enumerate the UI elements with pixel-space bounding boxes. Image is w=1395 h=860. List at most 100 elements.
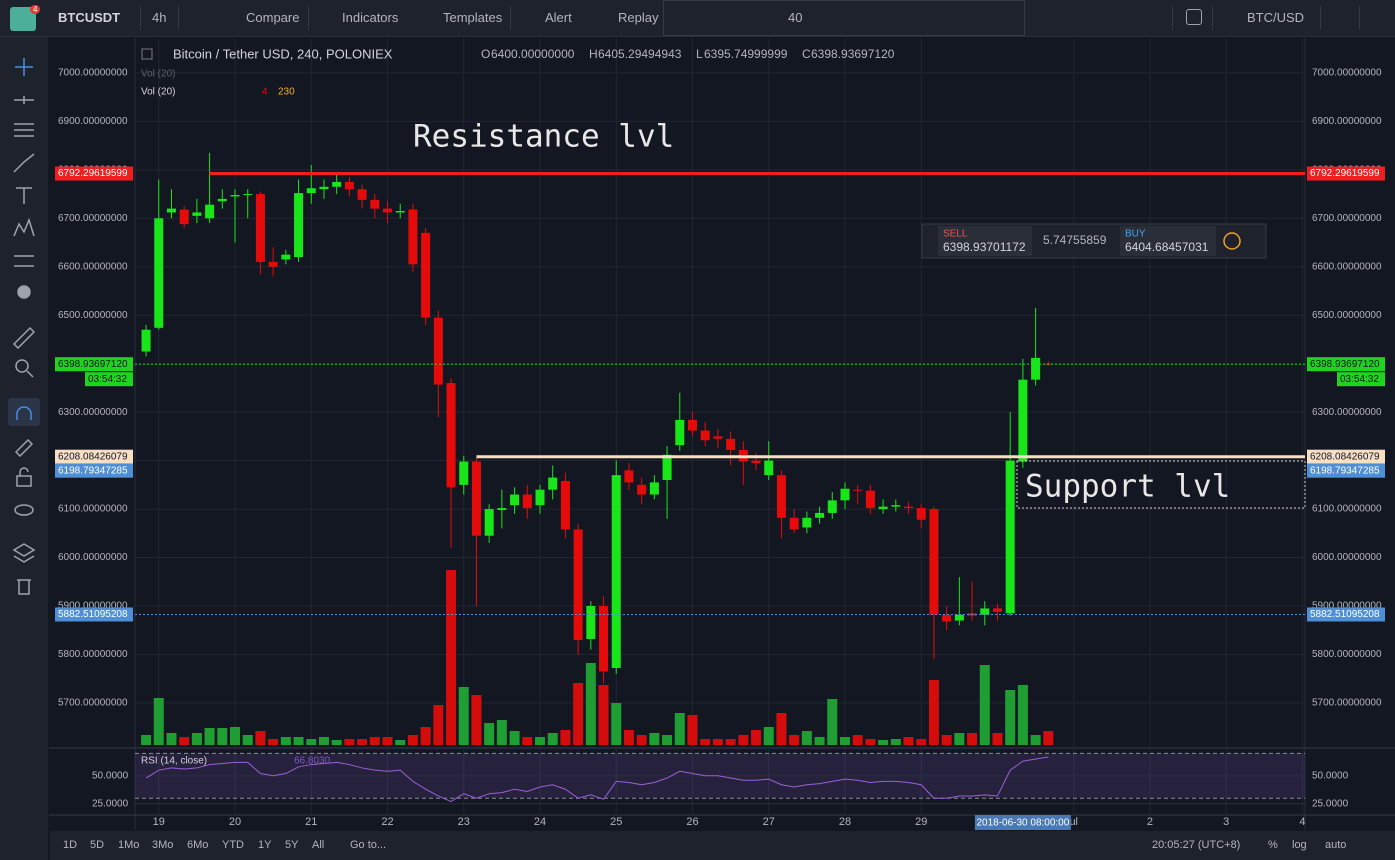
collapse-icon[interactable] bbox=[141, 48, 153, 60]
ohlc-value: 6398.93697120 bbox=[811, 47, 895, 61]
candle-body bbox=[192, 212, 202, 216]
volume-bar bbox=[941, 735, 952, 745]
range[interactable]: 1Y bbox=[258, 839, 272, 851]
candle-body bbox=[776, 475, 786, 518]
candle-body bbox=[662, 454, 672, 480]
countdown-box bbox=[1337, 372, 1385, 387]
font-size[interactable]: 40 bbox=[788, 10, 803, 25]
volume-bar bbox=[814, 737, 825, 745]
volume-bar bbox=[573, 683, 584, 745]
x-tick-label: 23 bbox=[458, 816, 470, 828]
range[interactable]: 1D bbox=[63, 839, 78, 851]
x-tick-label: 4 bbox=[1299, 816, 1305, 828]
price-label: 6198.79347285 bbox=[58, 465, 128, 476]
volume-bar bbox=[598, 685, 609, 745]
symbol[interactable]: BTCUSDT bbox=[58, 10, 121, 25]
info-icon[interactable] bbox=[1223, 232, 1241, 250]
option[interactable]: auto bbox=[1325, 839, 1347, 851]
buy-button[interactable] bbox=[1120, 226, 1216, 256]
menu-item[interactable]: Replay bbox=[618, 10, 659, 25]
volume-bar bbox=[611, 703, 622, 745]
volume-bar bbox=[928, 680, 939, 745]
candle-body bbox=[1005, 460, 1015, 614]
range[interactable]: 5D bbox=[90, 839, 105, 851]
candle-body bbox=[929, 509, 939, 615]
volume-bar bbox=[433, 705, 444, 745]
range[interactable]: YTD bbox=[222, 839, 244, 851]
y-tick-label: 6000.00000000 bbox=[1312, 552, 1382, 563]
sell-button[interactable] bbox=[938, 226, 1032, 256]
volume-bar bbox=[242, 735, 253, 745]
volume-bar bbox=[395, 740, 406, 745]
menu-item[interactable]: Templates bbox=[443, 10, 503, 25]
candle-body bbox=[255, 194, 265, 262]
candle-body bbox=[522, 494, 532, 509]
menu-item[interactable]: Compare bbox=[246, 10, 300, 25]
y-tick-label: 5800.00000000 bbox=[1312, 649, 1382, 660]
checkbox[interactable] bbox=[1186, 9, 1202, 25]
volume-bar bbox=[636, 735, 647, 745]
candle-body bbox=[992, 608, 1002, 612]
volume-bar bbox=[751, 730, 762, 745]
x-tick-label: ul bbox=[1069, 816, 1078, 828]
tool-icons[interactable] bbox=[8, 58, 40, 595]
volume-bar bbox=[382, 737, 393, 745]
buy-price: 6404.68457031 bbox=[1125, 240, 1209, 254]
rsi-line bbox=[145, 756, 1049, 803]
volume-bar bbox=[293, 737, 304, 745]
menu-item[interactable]: Alert bbox=[545, 10, 572, 25]
volume-bar bbox=[903, 737, 914, 745]
volume-bar bbox=[776, 713, 787, 745]
goto[interactable]: Go to... bbox=[350, 839, 387, 851]
volume-bar bbox=[318, 737, 329, 745]
range[interactable]: 5Y bbox=[285, 839, 299, 851]
rsi-tick-label: 50.0000 bbox=[1312, 770, 1349, 781]
range[interactable]: All bbox=[312, 839, 325, 851]
volume-bar bbox=[789, 735, 800, 745]
candle-body bbox=[599, 606, 609, 672]
pair[interactable]: BTC/USD bbox=[1247, 10, 1305, 25]
volume-bar bbox=[217, 728, 228, 745]
option[interactable]: log bbox=[1292, 839, 1307, 851]
candle-body bbox=[294, 193, 304, 258]
volume-bar bbox=[967, 733, 978, 745]
y-tick-label: 5900.00000000 bbox=[58, 601, 128, 612]
candle-body bbox=[179, 209, 189, 225]
volume-bar bbox=[344, 739, 355, 745]
volume-bar bbox=[496, 720, 507, 745]
candle-body bbox=[332, 181, 342, 187]
candle-body bbox=[471, 461, 481, 536]
x-tick-label: 27 bbox=[763, 816, 775, 828]
menu-item[interactable]: Indicators bbox=[342, 10, 399, 25]
candle-body bbox=[916, 508, 926, 520]
volume-bar bbox=[522, 737, 533, 745]
volume-bar bbox=[979, 665, 990, 745]
candle-body bbox=[281, 254, 291, 260]
candle-body bbox=[954, 614, 964, 621]
candle-body bbox=[395, 211, 405, 213]
price-label-box bbox=[1307, 166, 1385, 181]
annotation-box bbox=[1016, 460, 1306, 509]
rsi-tick-label: 25.0000 bbox=[92, 798, 129, 809]
candle-body bbox=[980, 608, 990, 615]
interval[interactable]: 4h bbox=[152, 10, 167, 25]
rsi-tick-label: 25.0000 bbox=[1312, 798, 1349, 809]
volume-bar bbox=[446, 570, 457, 745]
candle-body bbox=[675, 419, 685, 446]
range[interactable]: 3Mo bbox=[152, 839, 174, 851]
option[interactable]: % bbox=[1268, 839, 1278, 851]
x-tick-label: 19 bbox=[153, 816, 165, 828]
range[interactable]: 1Mo bbox=[118, 839, 140, 851]
volume-bar bbox=[509, 731, 520, 745]
y-tick-label: 7000.00000000 bbox=[1312, 68, 1382, 79]
volume-bar bbox=[1017, 685, 1028, 745]
candle-body bbox=[726, 438, 736, 450]
volume-bar bbox=[369, 737, 380, 745]
volume-bar bbox=[700, 739, 711, 745]
candle-body bbox=[243, 194, 253, 196]
range[interactable]: 6Mo bbox=[187, 839, 209, 851]
clock: 20:05:27 (UTC+8) bbox=[1152, 839, 1241, 851]
candle-body bbox=[484, 509, 494, 536]
order-widget: SELL 6398.93701172 5.74755859 BUY 6404.6… bbox=[921, 223, 1267, 259]
